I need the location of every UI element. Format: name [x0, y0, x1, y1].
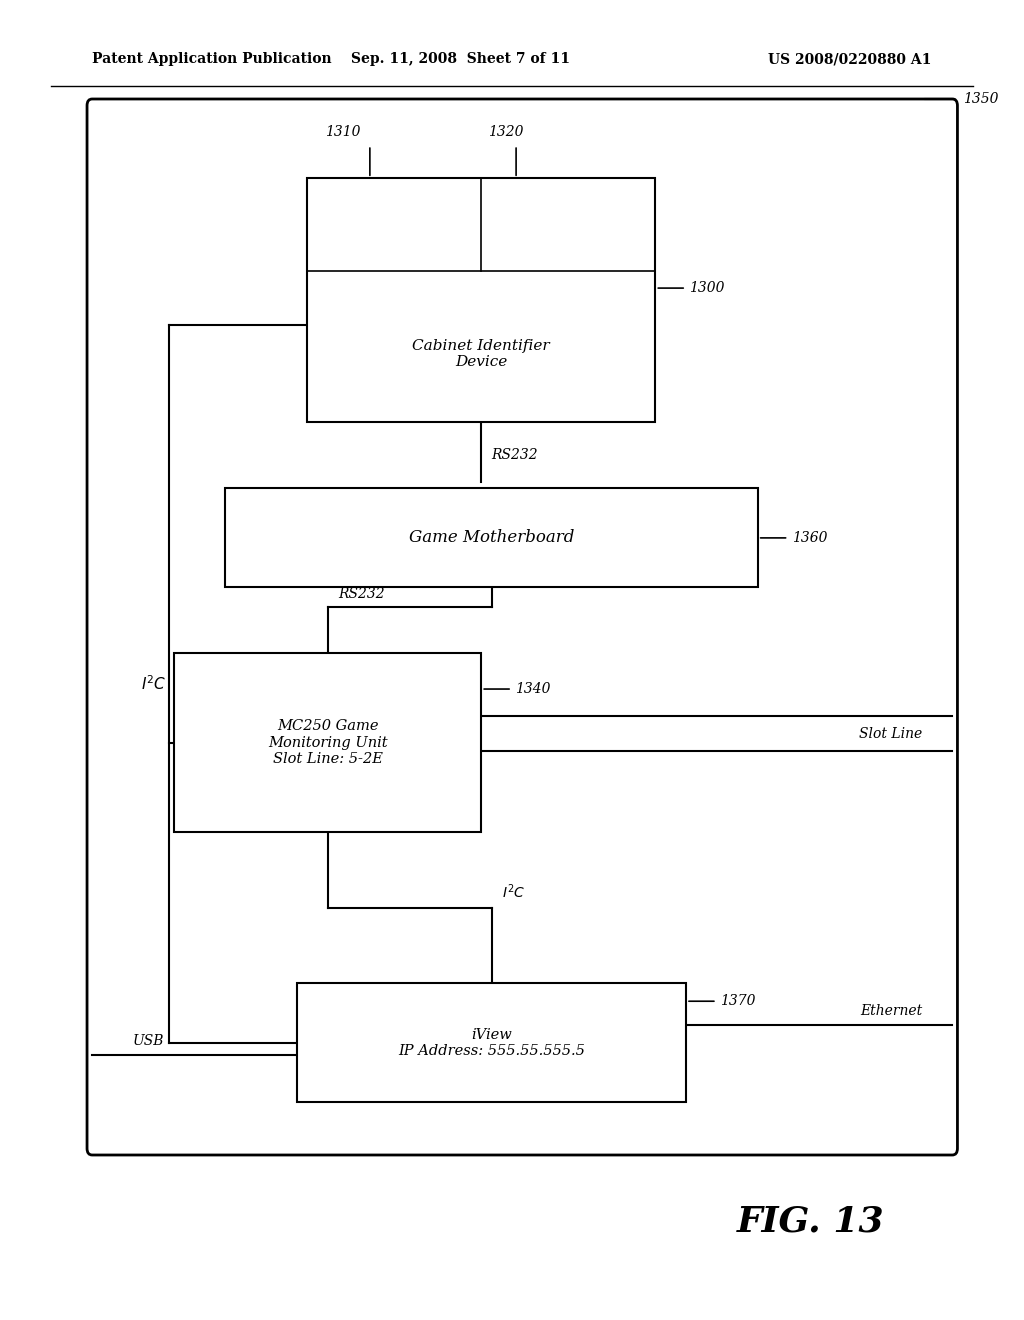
Text: Sep. 11, 2008  Sheet 7 of 11: Sep. 11, 2008 Sheet 7 of 11 [351, 53, 570, 66]
Text: 1340: 1340 [515, 682, 551, 696]
FancyBboxPatch shape [225, 488, 758, 587]
Text: Cabinet Identifier
Device: Cabinet Identifier Device [413, 339, 550, 370]
Text: 1320: 1320 [488, 124, 523, 139]
Text: Slot Line: Slot Line [859, 726, 923, 741]
FancyBboxPatch shape [174, 653, 481, 832]
Text: RS232: RS232 [492, 449, 539, 462]
Text: iView
IP Address: 555.55.555.5: iView IP Address: 555.55.555.5 [398, 1028, 585, 1057]
Text: 1360: 1360 [792, 531, 827, 545]
Text: Ethernet: Ethernet [860, 1005, 922, 1019]
Text: Game Motherboard: Game Motherboard [409, 529, 574, 546]
Text: 1310: 1310 [325, 124, 360, 139]
FancyBboxPatch shape [297, 983, 686, 1102]
Text: Patent Application Publication: Patent Application Publication [92, 53, 332, 66]
Text: MC250 Game
Monitoring Unit
Slot Line: 5-2E: MC250 Game Monitoring Unit Slot Line: 5-… [268, 719, 387, 766]
Text: 1350: 1350 [963, 92, 998, 106]
FancyBboxPatch shape [307, 178, 655, 422]
FancyBboxPatch shape [87, 99, 957, 1155]
Text: USB: USB [133, 1034, 164, 1048]
Text: 1370: 1370 [720, 994, 756, 1008]
Text: $I^2C$: $I^2C$ [502, 882, 525, 900]
Text: FIG. 13: FIG. 13 [737, 1204, 885, 1238]
Text: $I^2C$: $I^2C$ [141, 675, 166, 693]
Text: RS232: RS232 [338, 586, 385, 601]
Text: 1300: 1300 [689, 281, 725, 296]
Text: US 2008/0220880 A1: US 2008/0220880 A1 [768, 53, 932, 66]
